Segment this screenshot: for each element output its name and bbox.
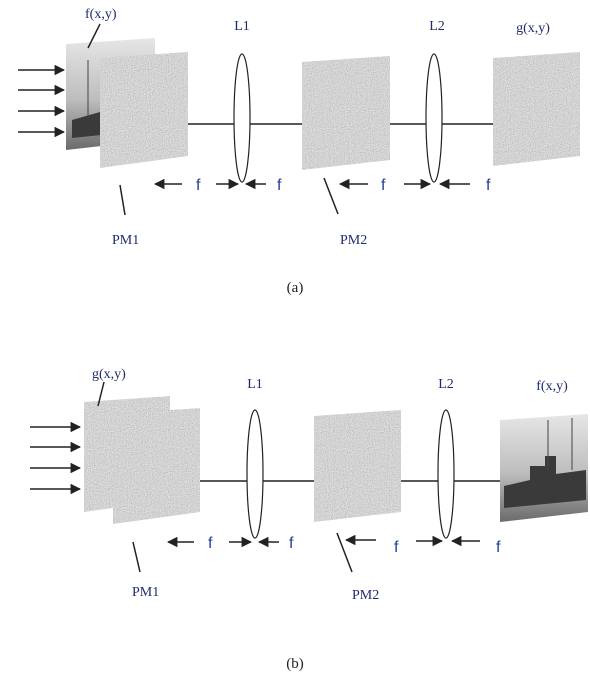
panel-b: g(x,y) L1 L2 f(x,y) f f f f PM1 PM2 (b) (30, 367, 588, 672)
caption: (b) (286, 656, 304, 672)
output-label: f(x,y) (536, 379, 568, 394)
focal-label: f (208, 535, 213, 552)
phase-mask-1 (100, 52, 188, 168)
lens-label: L2 (429, 19, 445, 34)
input-arrows (18, 64, 66, 138)
input-arrows (30, 421, 82, 495)
leader-line (336, 532, 353, 573)
mask-label: PM1 (112, 233, 139, 248)
lens-1 (233, 53, 251, 183)
focal-markers: f f f f (153, 177, 491, 194)
lens-1 (246, 409, 264, 539)
output-plane (493, 52, 580, 166)
phase-mask-2 (302, 56, 390, 170)
input-label: g(x,y) (92, 367, 126, 382)
mask-label: PM2 (340, 233, 367, 248)
output-image (500, 414, 588, 522)
focal-label: f (277, 177, 282, 194)
mask-label: PM2 (352, 588, 379, 603)
input-label: f(x,y) (85, 7, 117, 22)
caption: (a) (287, 280, 304, 296)
leader-line (87, 23, 101, 49)
focal-label: f (394, 539, 399, 556)
phase-mask-1 (113, 408, 200, 524)
leader-line (119, 184, 126, 216)
focal-markers: f f f f (166, 534, 501, 556)
output-label: g(x,y) (516, 21, 550, 36)
lens-label: L1 (247, 377, 263, 392)
leader-line (132, 541, 141, 573)
lens-label: L2 (438, 377, 454, 392)
lens-2 (437, 409, 455, 539)
focal-label: f (196, 177, 201, 194)
mask-label: PM1 (132, 585, 159, 600)
focal-label: f (289, 535, 294, 552)
leader-line (97, 381, 105, 407)
focal-label: f (381, 177, 386, 194)
lens-2 (425, 53, 443, 183)
focal-label: f (486, 177, 491, 194)
leader-line (323, 177, 339, 215)
focal-label: f (496, 539, 501, 556)
panel-a: f(x,y) L1 L2 g(x,y) f f f f PM1 PM2 (a) (18, 7, 580, 296)
phase-mask-2 (314, 410, 401, 522)
lens-label: L1 (234, 19, 250, 34)
